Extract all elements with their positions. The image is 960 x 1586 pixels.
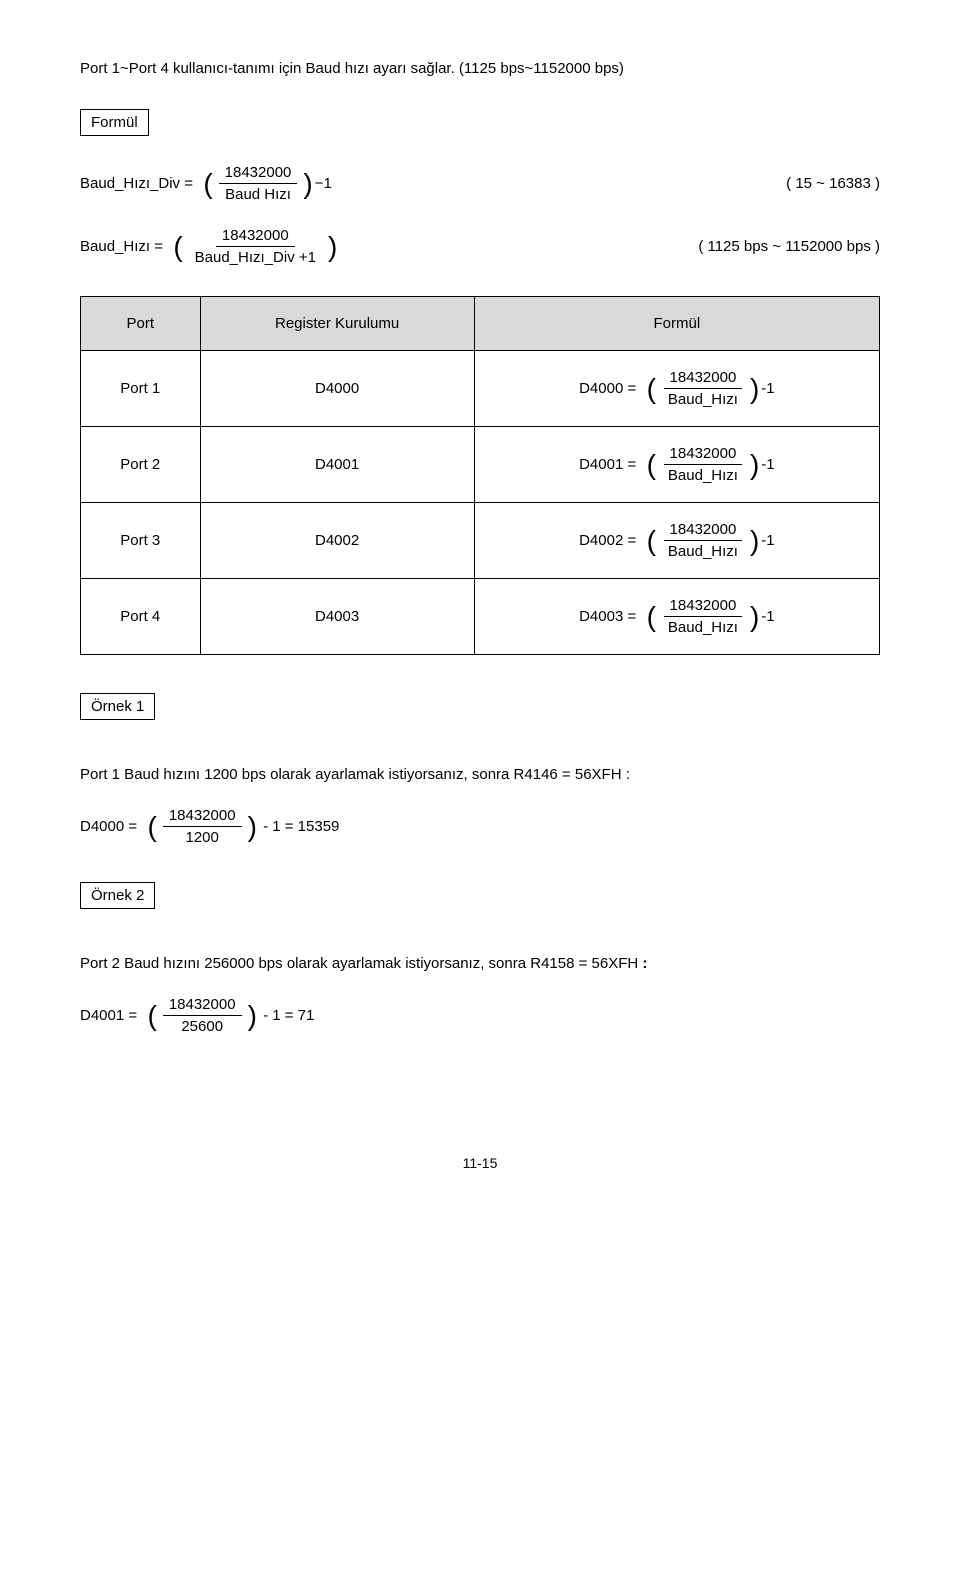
cell-register: D4002	[200, 503, 474, 579]
f1-num: 18432000	[219, 164, 298, 184]
ex2-colon: :	[642, 955, 647, 972]
example-1: Örnek 1 Port 1 Baud hızını 1200 bps olar…	[80, 685, 880, 846]
f2-fraction: 18432000 Baud_Hızı_Div +1	[189, 227, 322, 266]
ex1-tail: - 1 = 15359	[263, 818, 339, 835]
intro-text: Port 1~Port 4 kullanıcı-tanımı için Baud…	[80, 60, 880, 77]
ex2-den: 25600	[175, 1016, 229, 1035]
cell-register: D4003	[200, 579, 474, 655]
ex2-text-pre: Port 2 Baud hızını 256000 bps olarak aya…	[80, 955, 642, 972]
cell-formula: D4000 = (18432000Baud_Hızı)-1	[474, 351, 879, 427]
th-register: Register Kurulumu	[200, 297, 474, 351]
paren-left: (	[145, 813, 158, 841]
page-number: 11-15	[80, 1155, 880, 1171]
paren-left: (	[171, 233, 184, 261]
ex2-lhs: D4001 =	[80, 1007, 137, 1024]
cell-formula: D4001 = (18432000Baud_Hızı)-1	[474, 427, 879, 503]
cell-port: Port 3	[81, 503, 201, 579]
cell-port: Port 2	[81, 427, 201, 503]
ex1-lhs: D4000 =	[80, 818, 137, 835]
ex2-tail: - 1 = 71	[263, 1007, 314, 1024]
paren-right: )	[246, 1002, 259, 1030]
example-1-text: Port 1 Baud hızını 1200 bps olarak ayarl…	[80, 766, 880, 783]
ex2-num: 18432000	[163, 996, 242, 1016]
paren-right: )	[301, 170, 314, 198]
table-header-row: Port Register Kurulumu Formül	[81, 297, 880, 351]
f1-range: ( 15 ~ 16383 )	[746, 175, 880, 192]
ex1-num: 18432000	[163, 807, 242, 827]
paren-left: (	[145, 1002, 158, 1030]
f2-range: ( 1125 bps ~ 1152000 bps )	[658, 238, 880, 255]
f2-lhs: Baud_Hızı =	[80, 238, 163, 255]
table-row: Port 3D4002D4002 = (18432000Baud_Hızı)-1	[81, 503, 880, 579]
f1-fraction: 18432000 Baud Hızı	[219, 164, 298, 203]
th-port: Port	[81, 297, 201, 351]
table-row: Port 2D4001D4001 = (18432000Baud_Hızı)-1	[81, 427, 880, 503]
formula-label-1: Formül	[80, 109, 149, 136]
cell-register: D4000	[200, 351, 474, 427]
cell-register: D4001	[200, 427, 474, 503]
register-table: Port Register Kurulumu Formül Port 1D400…	[80, 296, 880, 655]
f2-num: 18432000	[216, 227, 295, 247]
table-row: Port 4D4003D4003 = (18432000Baud_Hızı)-1	[81, 579, 880, 655]
table-row: Port 1D4000D4000 = (18432000Baud_Hızı)-1	[81, 351, 880, 427]
paren-left: (	[201, 170, 214, 198]
th-formula: Formül	[474, 297, 879, 351]
formula-2: Baud_Hızı = ( 18432000 Baud_Hızı_Div +1 …	[80, 227, 880, 266]
ex2-fraction: 18432000 25600	[163, 996, 242, 1035]
f2-den: Baud_Hızı_Div +1	[189, 247, 322, 266]
formula-1: Baud_Hızı_Div = ( 18432000 Baud Hızı ) −…	[80, 164, 880, 203]
example-2-text: Port 2 Baud hızını 256000 bps olarak aya…	[80, 955, 880, 972]
f1-lhs: Baud_Hızı_Div =	[80, 175, 193, 192]
example-2: Örnek 2 Port 2 Baud hızını 256000 bps ol…	[80, 874, 880, 1035]
example-1-label: Örnek 1	[80, 693, 155, 720]
ex1-fraction: 18432000 1200	[163, 807, 242, 846]
paren-right: )	[326, 233, 339, 261]
paren-right: )	[246, 813, 259, 841]
example-2-calc: D4001 = ( 18432000 25600 ) - 1 = 71	[80, 996, 880, 1035]
f1-tail: −1	[315, 175, 332, 192]
cell-formula: D4003 = (18432000Baud_Hızı)-1	[474, 579, 879, 655]
cell-port: Port 4	[81, 579, 201, 655]
cell-formula: D4002 = (18432000Baud_Hızı)-1	[474, 503, 879, 579]
cell-port: Port 1	[81, 351, 201, 427]
ex1-den: 1200	[180, 827, 225, 846]
f1-den: Baud Hızı	[219, 184, 297, 203]
example-2-label: Örnek 2	[80, 882, 155, 909]
example-1-calc: D4000 = ( 18432000 1200 ) - 1 = 15359	[80, 807, 880, 846]
